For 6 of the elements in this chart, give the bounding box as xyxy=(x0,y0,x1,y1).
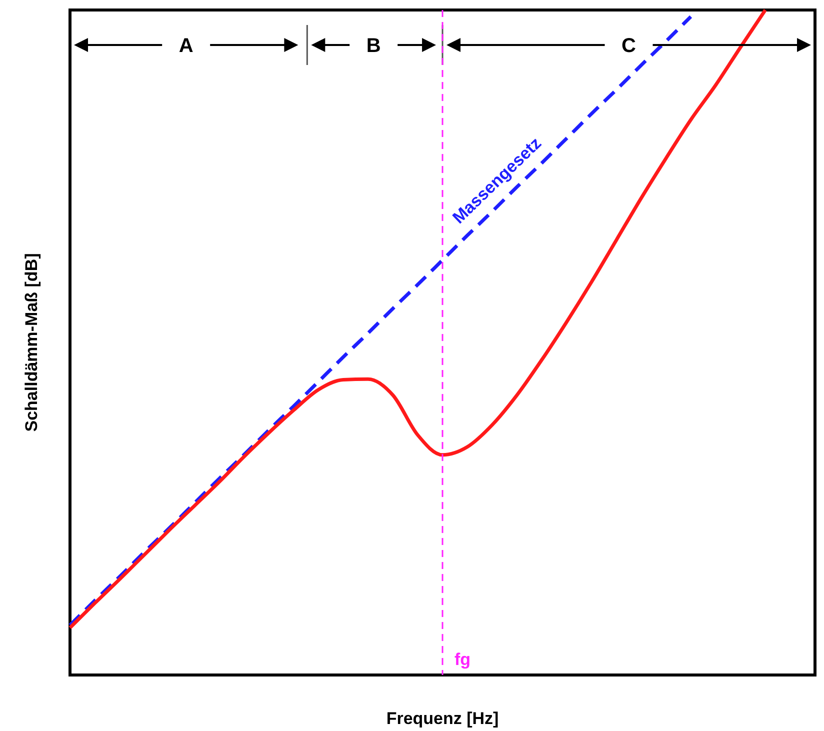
annotation: A xyxy=(178,35,194,57)
annotation: B xyxy=(366,35,381,57)
annotation: fg xyxy=(454,650,471,669)
x-axis-title: Frequenz [Hz] xyxy=(386,709,499,728)
y-axis-title: Schalldämm-Maß [dB] xyxy=(22,253,41,432)
annotation: C xyxy=(622,35,636,57)
